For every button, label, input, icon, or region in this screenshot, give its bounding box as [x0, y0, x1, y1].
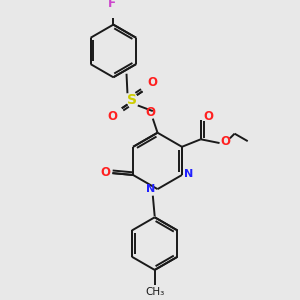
Text: O: O [145, 106, 155, 118]
Text: N: N [184, 169, 193, 179]
Text: S: S [127, 93, 137, 107]
Text: O: O [220, 135, 230, 148]
Text: CH₃: CH₃ [145, 287, 164, 298]
Text: N: N [146, 184, 156, 194]
Text: O: O [147, 76, 157, 89]
Text: O: O [107, 110, 117, 123]
Text: O: O [101, 166, 111, 179]
Text: O: O [203, 110, 213, 123]
Text: F: F [107, 0, 116, 11]
